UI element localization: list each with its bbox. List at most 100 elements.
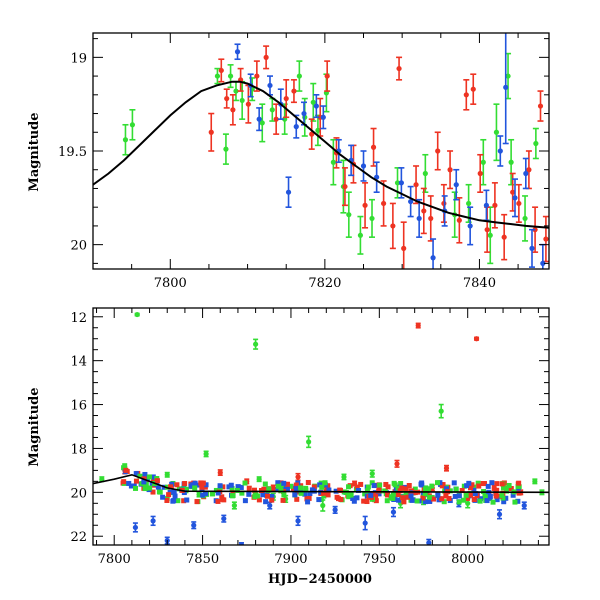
top-red-point — [501, 213, 508, 261]
baseline-point — [288, 483, 294, 489]
baseline-point — [219, 494, 225, 500]
baseline-point — [403, 486, 409, 492]
bottom-fit-curve — [93, 473, 549, 494]
top-blue-point — [407, 185, 414, 218]
baseline-point — [390, 491, 396, 497]
baseline-point — [456, 499, 462, 505]
top-red-point — [380, 180, 387, 227]
top-red-point — [477, 153, 484, 194]
top-panel-zoomed-lightcurve: 7800 7820 7840 19 19.5 20 — [58, 32, 550, 291]
top-red-point — [542, 215, 549, 263]
data-point — [503, 84, 509, 90]
top-green-point — [222, 133, 229, 165]
data-point — [320, 502, 326, 509]
top-red-point — [470, 73, 477, 105]
top-green-point — [259, 103, 266, 143]
data-point — [231, 502, 237, 509]
baseline-point — [123, 467, 129, 473]
data-point — [208, 129, 214, 135]
data-point — [285, 189, 292, 195]
data-point — [221, 516, 227, 522]
data-point — [422, 170, 428, 177]
baseline-point — [305, 479, 311, 485]
top-y-axis-label: Magnitude — [27, 112, 42, 191]
baseline-point — [230, 490, 236, 496]
baseline-point — [376, 491, 382, 497]
baseline-point — [435, 480, 441, 486]
baseline-point — [192, 480, 198, 486]
baseline-point — [311, 484, 317, 490]
baseline-point — [146, 474, 152, 480]
baseline-point — [422, 486, 428, 492]
baseline-point — [452, 493, 458, 499]
top-red-point — [223, 88, 230, 109]
data-point — [526, 167, 532, 173]
data-point — [233, 88, 239, 94]
bottom-plot-area — [93, 311, 549, 545]
baseline-point — [184, 497, 190, 503]
top-red-point — [420, 187, 427, 235]
top-red-point — [491, 182, 498, 229]
bottom-blue-point — [132, 522, 139, 533]
top-green-point — [369, 198, 376, 238]
data-point — [408, 198, 414, 205]
data-point — [269, 107, 275, 113]
top-green-point — [465, 183, 472, 223]
data-point — [245, 101, 251, 107]
baseline-point — [412, 486, 418, 492]
baseline-point — [263, 499, 269, 505]
data-point — [374, 174, 380, 180]
baseline-point — [171, 489, 177, 495]
baseline-point — [137, 473, 143, 479]
baseline-point — [351, 498, 357, 504]
baseline-point — [494, 497, 500, 503]
baseline-point — [489, 480, 495, 486]
top-blue-point — [467, 206, 474, 246]
data-point — [341, 474, 347, 480]
baseline-point — [362, 491, 368, 497]
top-blue-point — [483, 189, 490, 222]
baseline-point — [281, 480, 287, 486]
baseline-point — [168, 484, 174, 490]
baseline-point — [516, 480, 522, 486]
top-green-point — [508, 138, 515, 186]
data-point — [122, 137, 129, 143]
top-green-point — [487, 206, 494, 265]
baseline-point — [346, 484, 352, 490]
data-point — [508, 159, 514, 165]
data-point — [470, 86, 476, 92]
data-point — [522, 215, 528, 222]
baseline-point — [461, 497, 467, 503]
baseline-point — [499, 493, 505, 499]
data-point — [330, 159, 336, 165]
data-point — [217, 469, 223, 476]
data-point — [467, 223, 473, 229]
baseline-point — [198, 480, 204, 486]
data-point — [256, 116, 262, 122]
baseline-point — [408, 490, 414, 496]
baseline-point — [266, 486, 272, 492]
baseline-point — [228, 482, 234, 488]
data-point — [357, 232, 364, 238]
top-green-point — [310, 82, 317, 122]
data-point — [505, 73, 511, 79]
baseline-point — [192, 485, 198, 491]
bottom-blue-point — [521, 501, 527, 510]
top-green-point — [480, 138, 487, 186]
baseline-point — [456, 493, 462, 499]
baseline-point — [480, 481, 486, 487]
data-point — [150, 518, 156, 524]
data-point — [496, 511, 503, 517]
baseline-point — [453, 486, 459, 492]
data-point — [540, 260, 546, 266]
top-red-point — [463, 79, 470, 111]
baseline-point — [252, 487, 258, 493]
data-point — [516, 200, 522, 207]
data-point — [253, 341, 259, 347]
top-blue-point — [502, 33, 509, 145]
top-ticks — [92, 33, 549, 269]
data-point — [320, 114, 326, 120]
bottom-green-point — [438, 403, 444, 419]
baseline-point — [181, 498, 187, 504]
baseline-point — [401, 499, 407, 505]
